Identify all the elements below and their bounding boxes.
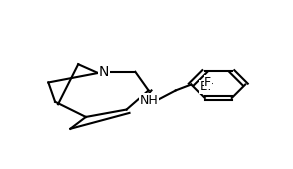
Text: N: N — [99, 65, 109, 79]
Text: NH: NH — [140, 94, 159, 107]
Text: Br: Br — [200, 80, 213, 93]
Text: F: F — [204, 76, 211, 89]
